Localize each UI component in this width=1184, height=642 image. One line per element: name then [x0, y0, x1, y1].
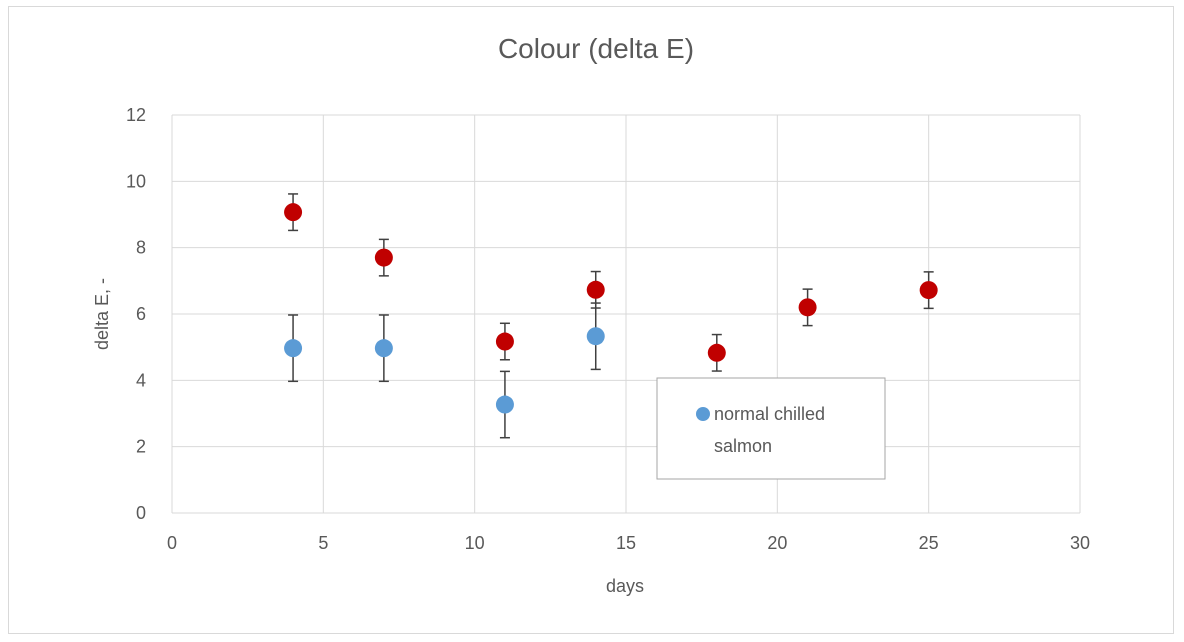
- x-tick-label: 30: [1070, 533, 1090, 553]
- legend-label-line-2: salmon: [714, 436, 772, 456]
- data-point: [284, 339, 303, 358]
- data-point: [707, 343, 726, 362]
- x-tick-label: 5: [318, 533, 328, 553]
- legend-label-line-1: normal chilled: [714, 404, 825, 424]
- y-tick-label: 8: [136, 238, 146, 258]
- y-tick-label: 0: [136, 503, 146, 523]
- series-0: [284, 302, 605, 439]
- x-tick-label: 15: [616, 533, 636, 553]
- data-point: [586, 280, 605, 299]
- legend-marker-normal-chilled-salmon: [696, 407, 710, 421]
- x-axis-label: days: [606, 576, 644, 596]
- legend-box: [656, 377, 886, 480]
- axes: 0 5 10 15 20 25 30 0 2 4 6 8 10 12: [126, 105, 1090, 553]
- y-tick-label: 2: [136, 437, 146, 457]
- series-1: [284, 193, 938, 372]
- y-axis-label: delta E, -: [92, 278, 112, 350]
- x-tick-label: 20: [767, 533, 787, 553]
- chart-title: Colour (delta E): [498, 33, 694, 64]
- data-point: [495, 395, 514, 414]
- data-point: [798, 298, 817, 317]
- data-series: [284, 193, 938, 439]
- x-tick-label: 25: [919, 533, 939, 553]
- data-point: [919, 281, 938, 300]
- data-point: [374, 248, 393, 267]
- gridlines: [172, 114, 1081, 513]
- legend: normal chilled salmon: [656, 377, 886, 480]
- x-tick-label: 0: [167, 533, 177, 553]
- y-tick-label: 6: [136, 304, 146, 324]
- data-point: [495, 332, 514, 351]
- data-point: [374, 339, 393, 358]
- y-tick-label: 12: [126, 105, 146, 125]
- chart-frame: [8, 6, 1174, 634]
- y-tick-label: 4: [136, 370, 146, 390]
- data-point: [284, 203, 303, 222]
- y-tick-label: 10: [126, 171, 146, 191]
- x-tick-label: 10: [465, 533, 485, 553]
- data-point: [586, 327, 605, 346]
